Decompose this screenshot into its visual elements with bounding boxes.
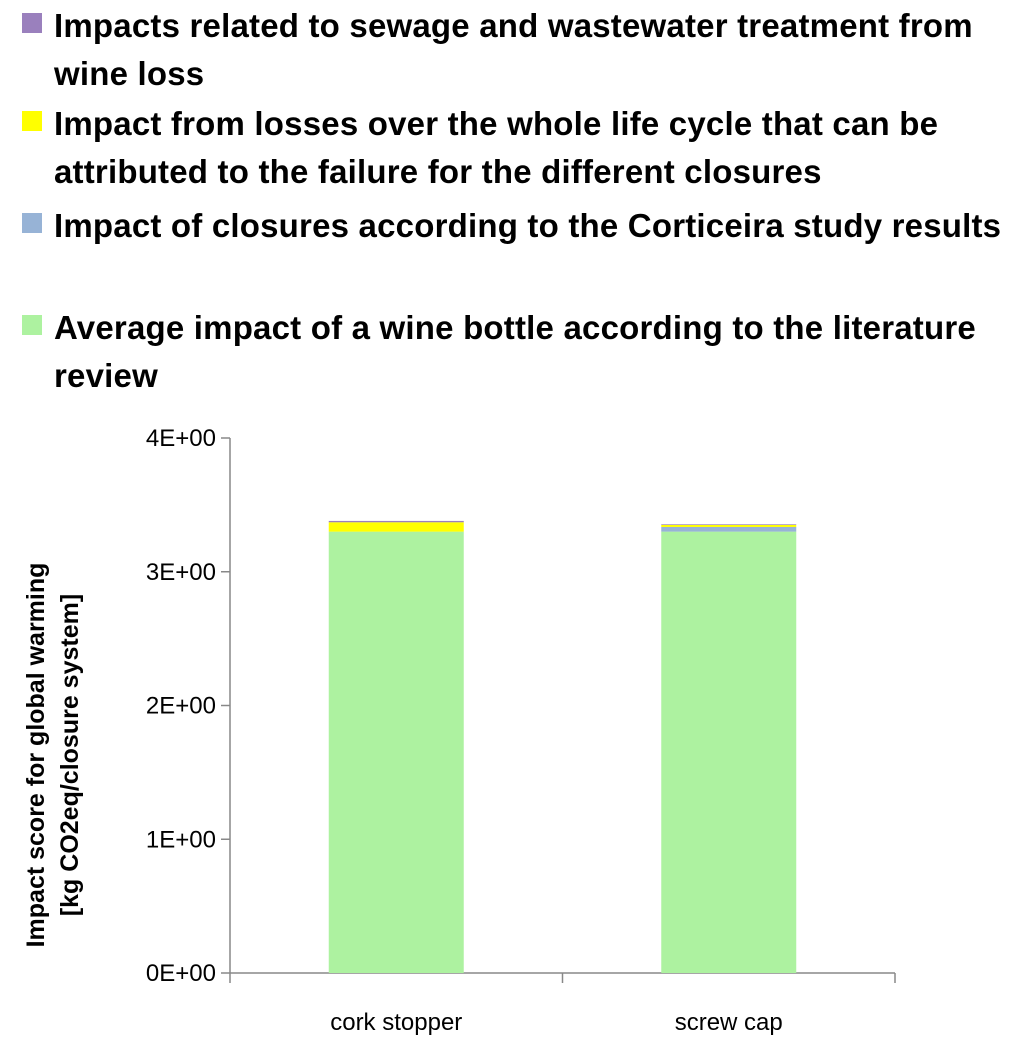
y-axis-title: Impact score for global warming [kg CO2e… — [22, 563, 84, 948]
legend-label-closures: Impact of closures according to the Cort… — [54, 207, 1002, 244]
bars — [328, 520, 797, 973]
y-ticks: 0E+00 1E+00 2E+00 3E+00 4E+00 — [146, 425, 230, 987]
bar-segment-sewage-1 — [661, 524, 797, 525]
y-tick-label: 0E+00 — [146, 960, 216, 987]
y-tick-label: 3E+00 — [146, 559, 216, 586]
legend-label-sewage: Impacts related to sewage and wastewater… — [54, 7, 973, 92]
legend-item-losses: Impact from losses over the whole life c… — [22, 100, 1014, 196]
legend-swatch-losses — [22, 111, 42, 131]
x-category-labels: cork stopper screw cap — [330, 1009, 783, 1036]
legend-item-sewage: Impacts related to sewage and wastewater… — [22, 2, 1014, 98]
bar-segment-bottle-1 — [661, 531, 797, 973]
x-category-label: cork stopper — [330, 1009, 462, 1036]
bar-segment-bottle-0 — [328, 531, 464, 973]
x-category-label: screw cap — [675, 1009, 783, 1036]
bar-segment-sewage-0 — [328, 520, 464, 523]
legend-label-losses: Impact from losses over the whole life c… — [54, 105, 939, 190]
legend-swatch-closures — [22, 213, 42, 233]
legend-label-bottle: Average impact of a wine bottle accordin… — [54, 309, 976, 394]
legend-swatch-sewage — [22, 13, 42, 33]
y-tick-label: 1E+00 — [146, 826, 216, 853]
legend-swatch-bottle — [22, 315, 42, 335]
legend-item-closures: Impact of closures according to the Cort… — [22, 202, 1014, 250]
bar-segment-losses-0 — [328, 522, 464, 532]
y-axis-title-line-2: [kg CO2eq/closure system] — [56, 594, 84, 916]
bar-segment-closures-1 — [661, 526, 797, 532]
y-tick-label: 2E+00 — [146, 693, 216, 720]
y-tick-label: 4E+00 — [146, 425, 216, 452]
legend-item-bottle: Average impact of a wine bottle accordin… — [22, 304, 1014, 400]
bar-segment-losses-1 — [661, 524, 797, 527]
y-axis-title-line-1: Impact score for global warming — [22, 563, 50, 948]
